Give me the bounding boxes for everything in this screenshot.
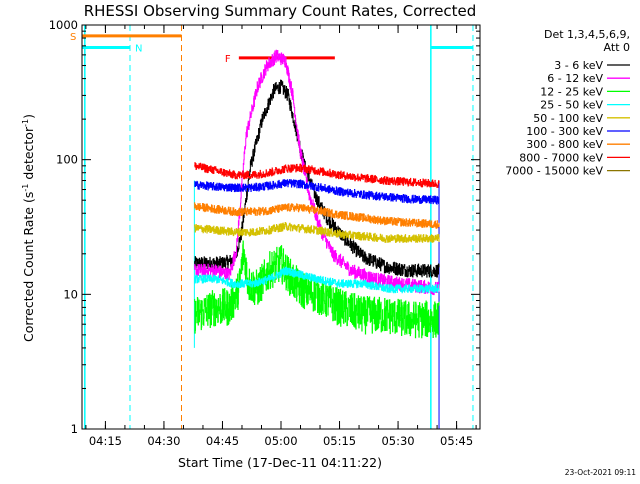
legend-label: 7000 - 15000 keV — [505, 165, 603, 178]
x-tick-label: 04:30 — [147, 434, 180, 448]
night-label: N — [135, 44, 142, 55]
x-tick-label: 04:45 — [206, 434, 239, 448]
y-tick-label: 100 — [56, 153, 78, 167]
x-tick-label: 05:00 — [264, 434, 297, 448]
x-tick-label: 05:15 — [323, 434, 356, 448]
series-line-4 — [194, 221, 440, 243]
plot-area: S N F 1 10 100 1000 04:15 04:30 04:45 05:00 05:15 05… — [49, 18, 481, 448]
x-tick-label: 05:45 — [440, 434, 473, 448]
legend-header-line2: Att 0 — [604, 41, 630, 54]
y-axis-label: Corrected Count Rate (s-1 detector-1) — [21, 114, 36, 342]
series-line-7 — [194, 162, 440, 188]
legend-label: 12 - 25 keV — [540, 85, 603, 98]
legend-label: 800 - 7000 keV — [519, 151, 603, 164]
y-tick-label: 1 — [71, 422, 78, 436]
series-line-2 — [194, 240, 440, 339]
chart-title: RHESSI Observing Summary Count Rates, Co… — [84, 2, 477, 20]
x-axis-label: Start Time (17-Dec-11 04:11:22) — [178, 455, 382, 470]
saa-label: S — [70, 32, 76, 43]
series-line-6 — [194, 202, 440, 229]
legend-label: 25 - 50 keV — [540, 99, 603, 112]
series-line-0 — [194, 79, 440, 278]
footer-timestamp: 23-Oct-2021 09:11 — [565, 468, 636, 477]
legend-label: 3 - 6 keV — [554, 59, 603, 72]
legend-label: 300 - 800 keV — [526, 138, 603, 151]
legend-header-line1: Det 1,3,4,5,6,9, — [544, 28, 630, 41]
y-tick-label: 1000 — [49, 18, 78, 32]
series-line-1 — [194, 49, 440, 296]
series-line-3 — [194, 266, 440, 294]
series-line-5 — [194, 179, 440, 205]
x-tick-label: 05:30 — [381, 434, 414, 448]
y-tick-label: 10 — [63, 287, 78, 301]
flare-label: F — [225, 54, 231, 65]
legend-label: 6 - 12 keV — [547, 72, 603, 85]
legend-label: 50 - 100 keV — [533, 112, 603, 125]
x-tick-label: 04:15 — [89, 434, 122, 448]
legend-label: 100 - 300 keV — [526, 125, 603, 138]
